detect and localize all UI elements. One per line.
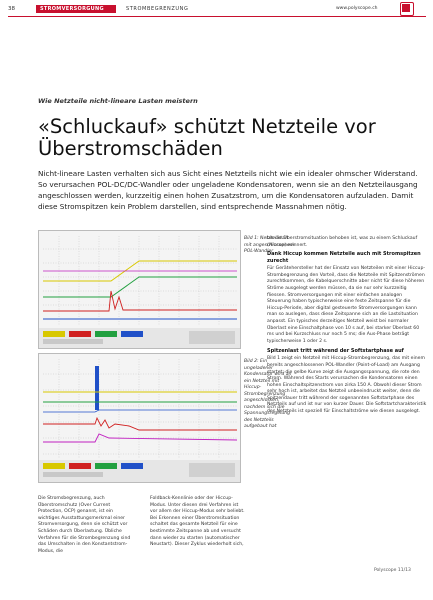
- logo-mark: [402, 4, 410, 12]
- trace-current: [43, 290, 237, 312]
- article-kicker: Wie Netzteile nicht-lineare Lasten meist…: [38, 97, 198, 105]
- body-column-2: Foldback-Kennlinie oder der Hiccup-Modus…: [150, 496, 245, 548]
- page-number: 38: [8, 6, 15, 12]
- website-link[interactable]: www.polyscope.ch: [336, 6, 378, 11]
- right-column-intro: bis die Überstromsituation behoben ist, …: [267, 236, 418, 248]
- section-primary-label: STROMVERSORGUNG: [40, 6, 104, 12]
- figure-2-caption: Bild 2: Ein ungeladener Kondensator wird…: [244, 359, 292, 429]
- trace-current: [43, 416, 237, 431]
- figure-2-oscilloscope: [38, 353, 241, 483]
- article-headline: «Schluckauf» schützt Netzteile vor Übers…: [38, 115, 376, 160]
- header-rule: [8, 16, 426, 17]
- figure-1-caption: Bild 1: Netzteilstart mit angeschlossene…: [244, 236, 295, 254]
- right-column: bis die Überstromsituation behoben ist, …: [267, 236, 427, 417]
- article-lead: Nicht-lineare Lasten verhalten sich aus …: [38, 169, 418, 211]
- figure-1-oscilloscope: [38, 230, 241, 349]
- trace-magenta: [43, 433, 238, 443]
- paragraph-hiccup: Für Gerätehersteller hat der Einsatz von…: [267, 266, 426, 344]
- subhead-hiccup: Dank Hiccup kommen Netzteile auch mit St…: [267, 251, 421, 265]
- page-footer: Polyscope 11/13: [374, 568, 411, 573]
- section-secondary-label: STROMBEGRENZUNG: [126, 6, 189, 12]
- body-column-1: Die Stromsbegrenzung, auch Überstromschu…: [38, 496, 131, 554]
- section-bar: [36, 5, 116, 13]
- paragraph-softstart: Bild 1 zeigt ein Netzteil mit Hiccup-Str…: [267, 356, 427, 415]
- figure-2-plot: [39, 354, 240, 482]
- subhead-softstart: Spitzenlast tritt während der Softstartp…: [267, 348, 404, 355]
- trace-burst: [95, 366, 99, 410]
- trace-green: [43, 276, 237, 298]
- figure-1-plot: [39, 231, 240, 348]
